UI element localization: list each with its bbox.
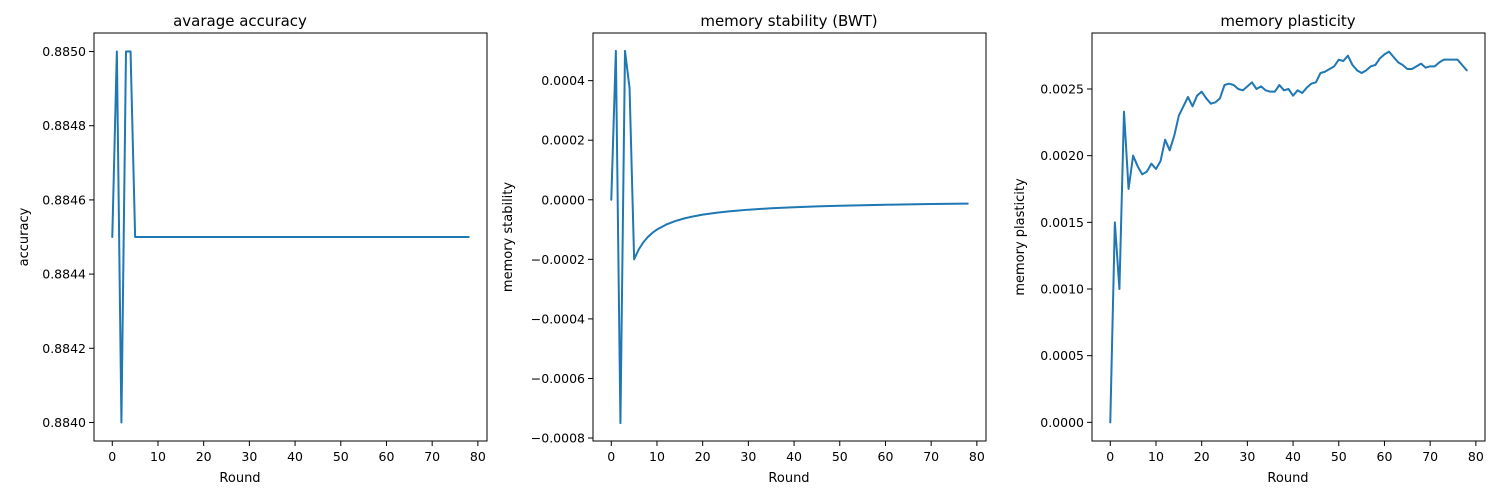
plasticity-ticks: 0 10 20 30 40 50 60 70 80 0.0000 0.0005 0.0010 0.001… — [1040, 82, 1484, 465]
plasticity-xtick-label: 20 — [1194, 449, 1210, 464]
plasticity-axes-frame — [1091, 32, 1486, 442]
stability-xtick-label: 30 — [740, 449, 756, 464]
plasticity-ytick-label: 0.0015 — [1040, 215, 1084, 230]
plasticity-xtick-label: 10 — [1148, 449, 1164, 464]
plasticity-ytick-label: 0.0020 — [1040, 148, 1084, 163]
accuracy-xtick-label: 30 — [241, 449, 257, 464]
plasticity-ytick-label: 0.0025 — [1040, 82, 1084, 97]
plasticity-xtick-label: 60 — [1377, 449, 1393, 464]
accuracy-xtick-label: 0 — [108, 449, 116, 464]
stability-panel: memory stability (BWT) Round memory stab… — [501, 12, 987, 486]
accuracy-xtick-label: 80 — [470, 449, 486, 464]
accuracy-ytick-label: 0.8850 — [42, 44, 86, 59]
plasticity-xtick-label: 40 — [1285, 449, 1301, 464]
stability-ytick-label: −0.0006 — [531, 371, 585, 386]
accuracy-panel: avarage accuracy Round accuracy 0 10 20 30 4… — [17, 12, 488, 486]
plasticity-xtick-label: 50 — [1331, 449, 1347, 464]
stability-xtick-label: 50 — [832, 449, 848, 464]
stability-xtick-label: 40 — [786, 449, 802, 464]
stability-ticks: 0 10 20 30 40 50 60 70 80 −0.0008 −0.0006 −0.0004 −0… — [531, 73, 985, 464]
stability-axes-frame — [592, 32, 987, 442]
stability-ytick-label: −0.0002 — [531, 252, 585, 267]
stability-ylabel: memory stability — [501, 182, 516, 292]
accuracy-xlabel: Round — [219, 471, 260, 486]
plasticity-ylabel: memory plasticity — [1013, 178, 1028, 296]
plasticity-xtick-label: 30 — [1239, 449, 1255, 464]
accuracy-xtick-label: 40 — [287, 449, 303, 464]
plasticity-title: memory plasticity — [1220, 12, 1355, 30]
accuracy-xtick-label: 70 — [424, 449, 440, 464]
accuracy-xtick-label: 50 — [333, 449, 349, 464]
plasticity-xtick-label: 0 — [1106, 449, 1114, 464]
accuracy-xtick-label: 20 — [196, 449, 212, 464]
accuracy-ytick-label: 0.8848 — [42, 118, 86, 133]
accuracy-xtick-label: 10 — [150, 449, 166, 464]
accuracy-xtick-label: 60 — [379, 449, 395, 464]
stability-ytick-label: −0.0008 — [531, 431, 585, 446]
accuracy-ticks: 0 10 20 30 40 50 60 70 80 0.8840 0.8842 0.8844 0.884… — [42, 44, 486, 464]
stability-xtick-label: 80 — [969, 449, 985, 464]
plasticity-ytick-label: 0.0000 — [1040, 415, 1084, 430]
accuracy-title: avarage accuracy — [173, 12, 307, 30]
accuracy-ylabel: accuracy — [17, 207, 32, 266]
plasticity-ytick-label: 0.0005 — [1040, 348, 1084, 363]
stability-xtick-label: 0 — [607, 449, 615, 464]
stability-ytick-label: 0.0000 — [541, 192, 585, 207]
stability-xtick-label: 60 — [878, 449, 894, 464]
plasticity-xlabel: Round — [1267, 471, 1308, 486]
stability-ytick-label: 0.0002 — [541, 133, 585, 148]
stability-xtick-label: 20 — [695, 449, 711, 464]
accuracy-axes-frame — [93, 32, 488, 442]
stability-ytick-label: 0.0004 — [541, 73, 585, 88]
accuracy-ytick-label: 0.8846 — [42, 192, 86, 207]
stability-title: memory stability (BWT) — [700, 12, 877, 30]
stability-xtick-label: 70 — [923, 449, 939, 464]
accuracy-ytick-label: 0.8840 — [42, 415, 86, 430]
plasticity-xtick-label: 80 — [1468, 449, 1484, 464]
stability-ytick-label: −0.0004 — [531, 311, 585, 326]
plasticity-xtick-label: 70 — [1422, 449, 1438, 464]
plasticity-series-line — [1109, 50, 1468, 424]
stability-series-line — [610, 49, 969, 425]
stability-xtick-label: 10 — [649, 449, 665, 464]
accuracy-ytick-label: 0.8844 — [42, 267, 86, 282]
stability-xlabel: Round — [768, 471, 809, 486]
accuracy-ytick-label: 0.8842 — [42, 341, 86, 356]
plasticity-ytick-label: 0.0010 — [1040, 282, 1084, 297]
plasticity-panel: memory plasticity Round memory plasticit… — [1013, 12, 1486, 486]
accuracy-series-line — [111, 50, 470, 424]
